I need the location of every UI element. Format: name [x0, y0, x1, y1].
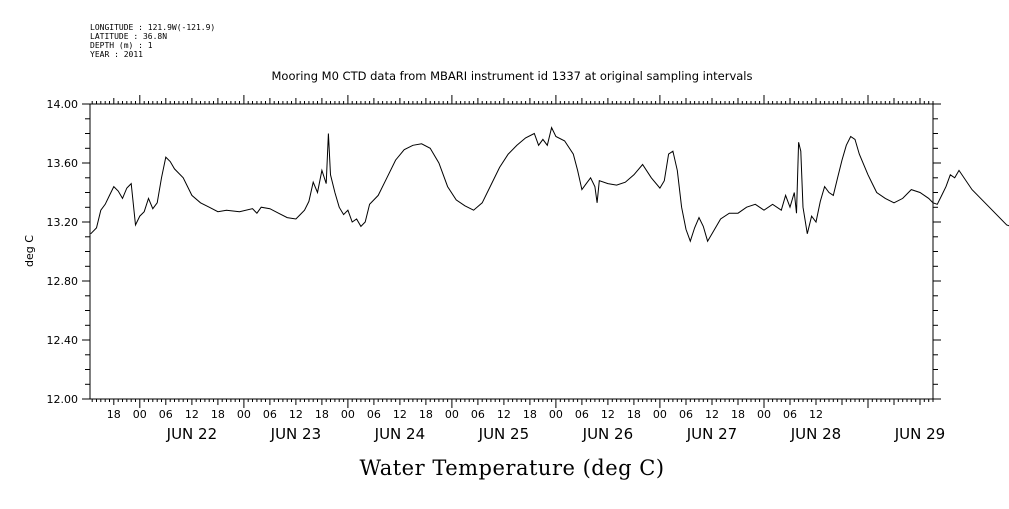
x-day-label: JUN 23 — [270, 425, 321, 443]
y-tick-label: 13.60 — [47, 157, 79, 170]
x-day-label: JUN 29 — [894, 425, 945, 443]
x-tick-label: 18 — [211, 408, 225, 421]
x-day-label: JUN 25 — [478, 425, 529, 443]
x-tick-label: 06 — [263, 408, 277, 421]
x-tick-label: 06 — [367, 408, 381, 421]
x-day-label: JUN 22 — [166, 425, 217, 443]
tick-marks — [82, 95, 941, 408]
year-label: YEAR : 2011 — [90, 50, 143, 59]
x-tick-label: 18 — [627, 408, 641, 421]
x-tick-label: 06 — [783, 408, 797, 421]
x-day-label: JUN 28 — [790, 425, 841, 443]
x-tick-label: 00 — [237, 408, 251, 421]
x-tick-label: 00 — [549, 408, 563, 421]
series-line — [90, 126, 1009, 243]
x-tick-label: 00 — [653, 408, 667, 421]
x-day-label: JUN 27 — [686, 425, 737, 443]
depth-label: DEPTH (m) : 1 — [90, 41, 153, 50]
x-tick-label: 12 — [185, 408, 199, 421]
y-tick-label: 12.40 — [47, 334, 79, 347]
x-tick-label: 00 — [133, 408, 147, 421]
x-tick-label: 18 — [523, 408, 537, 421]
y-tick-label: 12.00 — [47, 393, 79, 406]
x-tick-label: 06 — [679, 408, 693, 421]
x-tick-label: 00 — [341, 408, 355, 421]
x-tick-label: 00 — [445, 408, 459, 421]
x-tick-labels: 18 00 06 12 18 00 06 12 18 00 06 12 18 00 06 12 18 00 06 12… — [107, 408, 823, 421]
x-day-label: JUN 26 — [582, 425, 633, 443]
metadata-block: LONGITUDE : 121.9W(-121.9) LATITUDE : 36… — [90, 23, 215, 59]
y-axis-label: deg C — [23, 235, 36, 267]
y-tick-label: 14.00 — [47, 98, 79, 111]
x-tick-label: 06 — [471, 408, 485, 421]
x-tick-label: 00 — [757, 408, 771, 421]
x-tick-label: 12 — [289, 408, 303, 421]
x-tick-label: 12 — [393, 408, 407, 421]
x-tick-label: 12 — [497, 408, 511, 421]
x-tick-label: 18 — [731, 408, 745, 421]
y-tick-labels: 12.00 12.40 12.80 13.20 13.60 14.00 — [47, 98, 79, 406]
x-day-labels: JUN 22 JUN 23 JUN 24 JUN 25 JUN 26 JUN 27 JUN … — [166, 425, 946, 443]
latitude-label: LATITUDE : 36.8N — [90, 32, 167, 41]
x-tick-label: 12 — [601, 408, 615, 421]
chart-title: Mooring M0 CTD data from MBARI instrumen… — [272, 69, 753, 83]
x-tick-label: 18 — [419, 408, 433, 421]
x-day-label: JUN 24 — [374, 425, 425, 443]
longitude-label: LONGITUDE : 121.9W(-121.9) — [90, 23, 215, 32]
x-tick-label: 12 — [809, 408, 823, 421]
x-tick-label: 18 — [107, 408, 121, 421]
y-tick-label: 13.20 — [47, 216, 79, 229]
x-tick-label: 06 — [159, 408, 173, 421]
y-tick-label: 12.80 — [47, 275, 79, 288]
x-tick-label: 18 — [315, 408, 329, 421]
x-tick-label: 12 — [705, 408, 719, 421]
x-axis-label: Water Temperature (deg C) — [359, 456, 664, 480]
plot-frame — [89, 103, 934, 400]
x-tick-label: 06 — [575, 408, 589, 421]
